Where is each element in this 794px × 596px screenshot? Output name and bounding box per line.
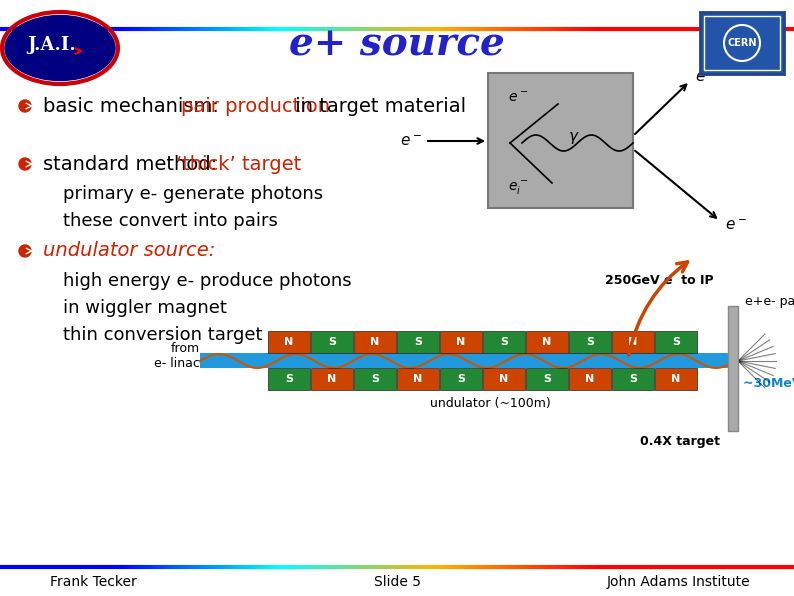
Bar bbox=[569, 368, 611, 390]
Text: S: S bbox=[500, 337, 508, 347]
Bar bbox=[268, 331, 310, 353]
Text: ~30MeV photons: ~30MeV photons bbox=[743, 377, 794, 390]
Text: S: S bbox=[371, 374, 379, 384]
Circle shape bbox=[19, 245, 31, 257]
Text: S: S bbox=[328, 337, 336, 347]
Text: N: N bbox=[628, 337, 638, 347]
Bar bbox=[354, 368, 396, 390]
Bar bbox=[268, 368, 310, 390]
Text: N: N bbox=[370, 337, 380, 347]
Text: 250GeV e  to IP: 250GeV e to IP bbox=[605, 275, 714, 287]
Text: N: N bbox=[542, 337, 552, 347]
Text: thin conversion target: thin conversion target bbox=[63, 326, 263, 344]
Text: in wiggler magnet: in wiggler magnet bbox=[63, 299, 227, 317]
Text: ‘thick’ target: ‘thick’ target bbox=[176, 154, 301, 173]
Circle shape bbox=[19, 158, 31, 170]
Bar bbox=[311, 331, 353, 353]
Text: S: S bbox=[285, 374, 293, 384]
Text: $e^-$: $e^-$ bbox=[508, 91, 528, 105]
Bar bbox=[704, 16, 780, 70]
Text: N: N bbox=[457, 337, 465, 347]
Bar bbox=[354, 331, 396, 353]
Text: S: S bbox=[457, 374, 465, 384]
Bar bbox=[612, 368, 654, 390]
Text: N: N bbox=[327, 374, 337, 384]
Text: undulator (~100m): undulator (~100m) bbox=[430, 398, 550, 411]
Text: primary e- generate photons: primary e- generate photons bbox=[63, 185, 323, 203]
Bar bbox=[483, 331, 525, 353]
Text: pair production: pair production bbox=[181, 97, 330, 116]
Text: S: S bbox=[586, 337, 594, 347]
Text: N: N bbox=[585, 374, 595, 384]
Bar bbox=[397, 331, 439, 353]
Bar bbox=[526, 331, 568, 353]
Ellipse shape bbox=[5, 15, 115, 80]
Text: S: S bbox=[543, 374, 551, 384]
Text: $e^-$: $e^-$ bbox=[725, 219, 747, 234]
Text: N: N bbox=[284, 337, 294, 347]
Text: from
e- linac: from e- linac bbox=[154, 342, 200, 370]
Bar bbox=[700, 12, 784, 74]
Text: S: S bbox=[629, 374, 637, 384]
Text: N: N bbox=[499, 374, 509, 384]
Bar bbox=[483, 368, 525, 390]
Text: $e^+$: $e^+$ bbox=[695, 67, 717, 85]
Circle shape bbox=[19, 100, 31, 112]
Text: 0.4X target: 0.4X target bbox=[640, 434, 720, 448]
Bar bbox=[569, 331, 611, 353]
Bar bbox=[440, 368, 482, 390]
Text: $e^-$: $e^-$ bbox=[400, 134, 422, 148]
Text: e+ source: e+ source bbox=[289, 26, 505, 64]
Bar bbox=[488, 73, 633, 208]
Text: these convert into pairs: these convert into pairs bbox=[63, 212, 278, 230]
Bar bbox=[311, 368, 353, 390]
Text: $\gamma$: $\gamma$ bbox=[568, 130, 580, 146]
Text: e+e- pairs: e+e- pairs bbox=[745, 294, 794, 308]
Text: CERN: CERN bbox=[727, 38, 757, 48]
Bar bbox=[397, 368, 439, 390]
Text: S: S bbox=[672, 337, 680, 347]
Text: N: N bbox=[414, 374, 422, 384]
Bar bbox=[655, 368, 697, 390]
Bar bbox=[526, 368, 568, 390]
Text: Slide 5: Slide 5 bbox=[373, 575, 421, 589]
Text: $e_i^-$: $e_i^-$ bbox=[508, 179, 528, 197]
Text: John Adams Institute: John Adams Institute bbox=[607, 575, 750, 589]
Bar bbox=[200, 353, 735, 368]
Text: Frank Tecker: Frank Tecker bbox=[50, 575, 137, 589]
Text: J.A.I.: J.A.I. bbox=[28, 36, 76, 54]
Bar bbox=[728, 306, 738, 431]
Bar bbox=[440, 331, 482, 353]
Text: N: N bbox=[672, 374, 680, 384]
Text: standard method:: standard method: bbox=[43, 154, 223, 173]
Text: basic mechanism:: basic mechanism: bbox=[43, 97, 225, 116]
Text: S: S bbox=[414, 337, 422, 347]
Text: in target material: in target material bbox=[289, 97, 466, 116]
Text: undulator source:: undulator source: bbox=[43, 241, 215, 260]
Text: high energy e- produce photons: high energy e- produce photons bbox=[63, 272, 352, 290]
Bar bbox=[612, 331, 654, 353]
Bar bbox=[655, 331, 697, 353]
